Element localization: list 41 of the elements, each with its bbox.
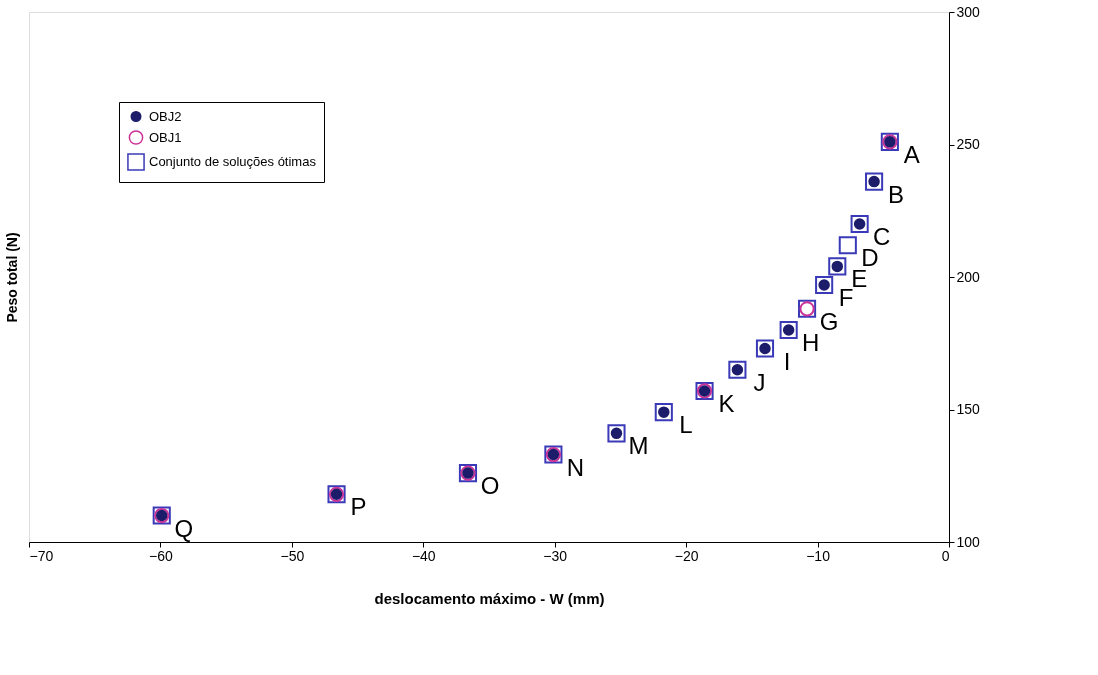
annotation: B: [888, 180, 905, 208]
point: [850, 214, 869, 234]
x-tick-label: −60: [149, 547, 174, 564]
annotation: N: [566, 453, 585, 481]
annotation: A: [903, 140, 920, 168]
y-tick-label: 200: [956, 268, 981, 285]
annotation: C: [872, 223, 891, 250]
point: [779, 320, 798, 340]
y-axis-title: Peso total (N): [3, 232, 20, 323]
y-tick-label: 100: [956, 533, 981, 550]
x-tick-label: −10: [806, 547, 831, 564]
annotation: Q: [174, 514, 194, 542]
annotation: H: [801, 329, 820, 356]
legend-label: OBJ1: [149, 129, 182, 145]
y-tick-label: 300: [956, 3, 981, 20]
point: [654, 403, 673, 422]
legend-label: Conjunto de soluções ótimas: [149, 154, 317, 169]
annotation: I: [783, 347, 791, 375]
point: [815, 275, 834, 295]
x-tick-label: 0: [941, 547, 950, 564]
x-tick-label: −30: [543, 547, 568, 564]
y-tick-label: 250: [956, 136, 981, 152]
x-tick-label: −20: [674, 547, 699, 564]
point: [728, 360, 747, 379]
point: [838, 236, 857, 255]
annotation: K: [718, 389, 735, 417]
annotation: J: [753, 368, 766, 396]
point: [865, 172, 884, 191]
annotation: F: [838, 283, 854, 311]
legend-label: OBJ2: [149, 108, 182, 124]
annotation: O: [480, 472, 500, 500]
y-tick-label: 150: [956, 401, 981, 417]
x-tick-label: −70: [29, 547, 54, 564]
x-axis-title: deslocamento máximo - W (mm): [374, 589, 605, 607]
annotation: L: [679, 411, 693, 439]
annotation: M: [628, 432, 649, 460]
x-tick-label: −50: [280, 547, 305, 564]
annotation: G: [819, 307, 839, 335]
x-tick-label: −40: [411, 547, 436, 564]
annotation: P: [350, 493, 367, 521]
point: [755, 339, 775, 358]
